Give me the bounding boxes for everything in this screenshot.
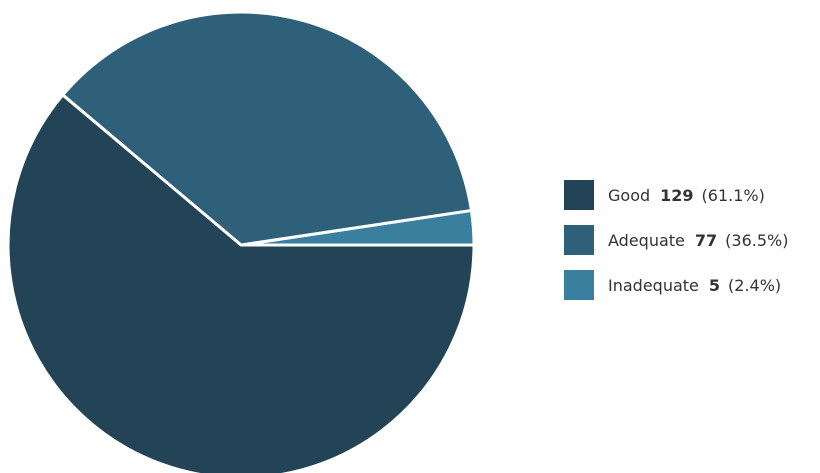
legend-label-adequate: Adequate xyxy=(608,230,685,250)
legend-value-inadequate: 5 xyxy=(708,275,721,295)
pie-slice-good xyxy=(6,93,476,473)
legend-percent-inadequate: (2.4%) xyxy=(728,275,782,295)
legend-swatch-good xyxy=(564,180,594,210)
legend-label-inadequate: Inadequate xyxy=(608,275,699,295)
legend: Good 129 (61.1%) Adequate 77 (36.5%) Ina… xyxy=(564,180,788,315)
legend-swatch-adequate xyxy=(564,225,594,255)
legend-item-adequate: Adequate 77 (36.5%) xyxy=(564,225,788,255)
legend-percent-good: (61.1%) xyxy=(701,185,765,205)
legend-label-good: Good xyxy=(608,185,651,205)
pie-chart xyxy=(6,10,476,473)
legend-value-good: 129 xyxy=(660,185,694,205)
legend-value-adequate: 77 xyxy=(694,230,718,250)
legend-swatch-inadequate xyxy=(564,270,594,300)
legend-item-good: Good 129 (61.1%) xyxy=(564,180,788,210)
pie-slice-adequate xyxy=(61,10,473,247)
pie-slices xyxy=(6,10,476,473)
legend-item-inadequate: Inadequate 5 (2.4%) xyxy=(564,270,788,300)
legend-percent-adequate: (36.5%) xyxy=(725,230,789,250)
